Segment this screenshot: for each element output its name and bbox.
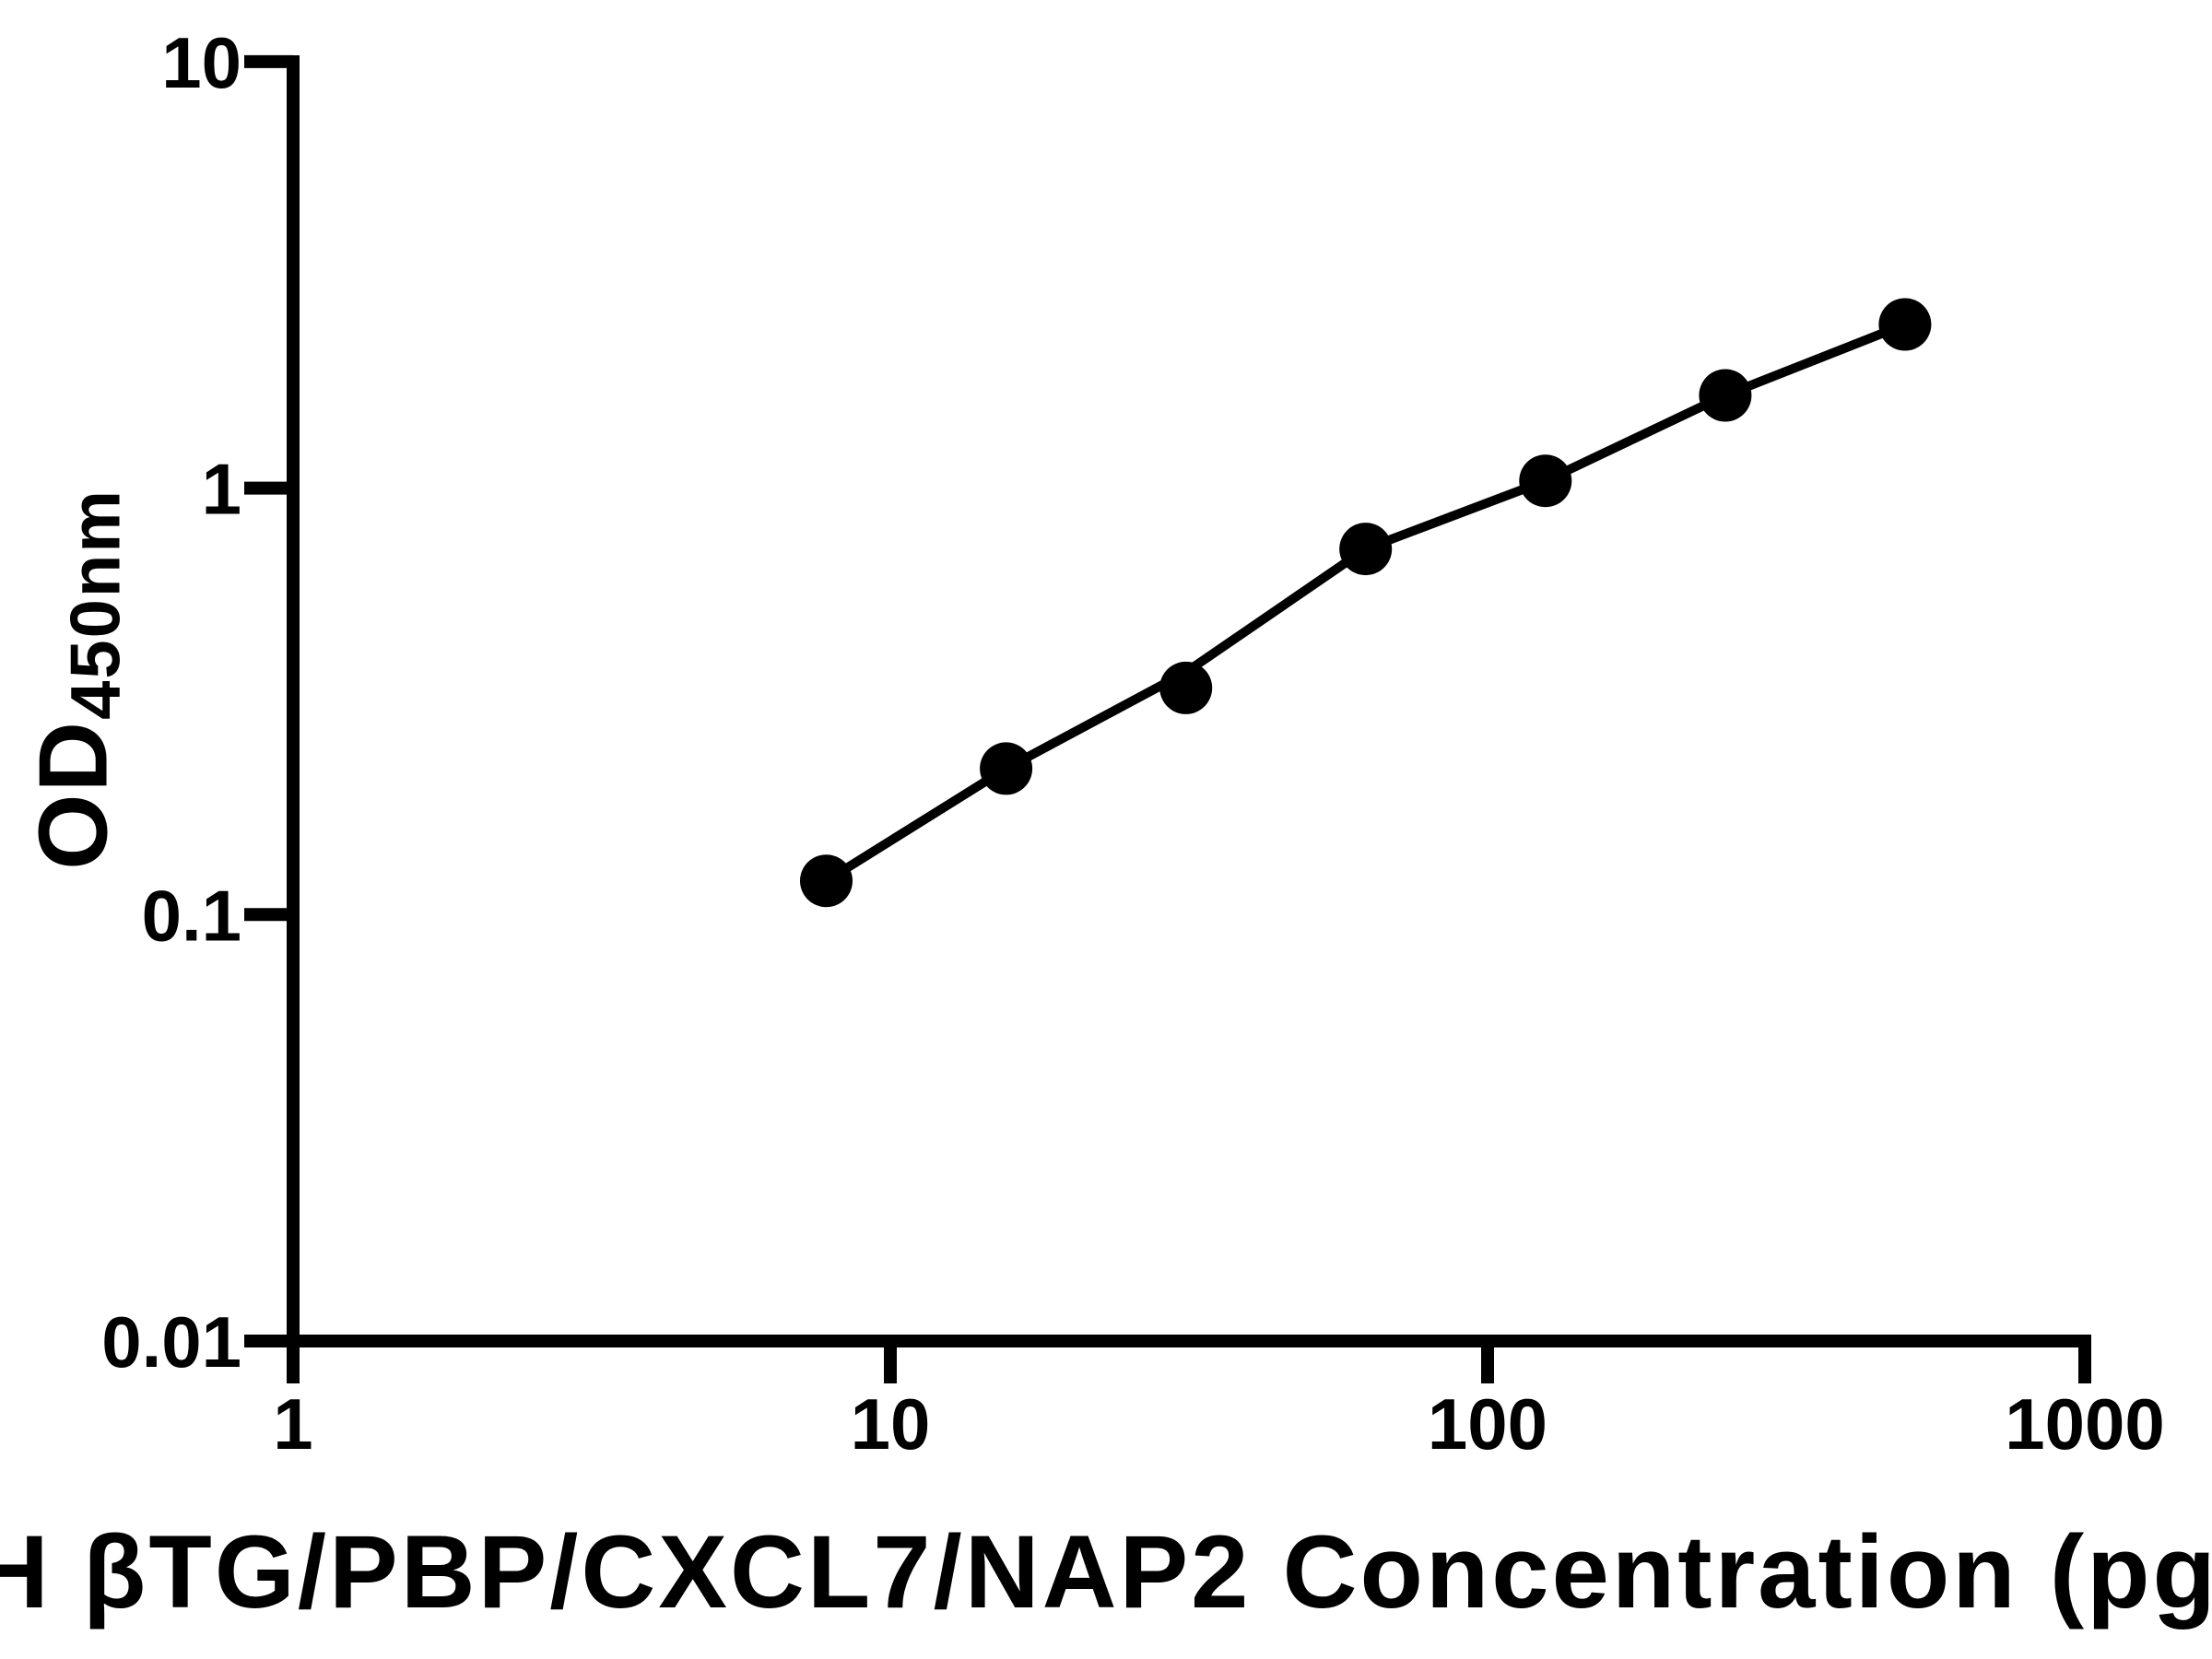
y-tick-label: 0.01 <box>101 1301 241 1382</box>
x-tick-label: 1 <box>273 1383 312 1465</box>
data-point <box>1878 298 1932 351</box>
x-tick-label: 100 <box>1428 1383 1547 1465</box>
y-tick-label: 1 <box>202 449 241 530</box>
y-axis-title-subscript: 450nm <box>56 488 135 720</box>
data-point <box>1699 369 1752 422</box>
data-point <box>800 854 853 908</box>
data-point <box>1159 661 1213 714</box>
data-point <box>980 742 1033 795</box>
y-axis-title-main: OD <box>18 719 128 870</box>
y-tick-label: 10 <box>161 22 241 103</box>
x-tick-label: 10 <box>851 1383 931 1465</box>
x-axis-title: H βTG/PBP/CXCL7/NAP2 Concentration (pg/ <box>0 1514 2212 1630</box>
data-point <box>1519 454 1572 508</box>
data-point <box>1339 523 1393 576</box>
y-tick-label: 0.1 <box>142 875 241 956</box>
x-tick-label: 1000 <box>2005 1383 2165 1465</box>
